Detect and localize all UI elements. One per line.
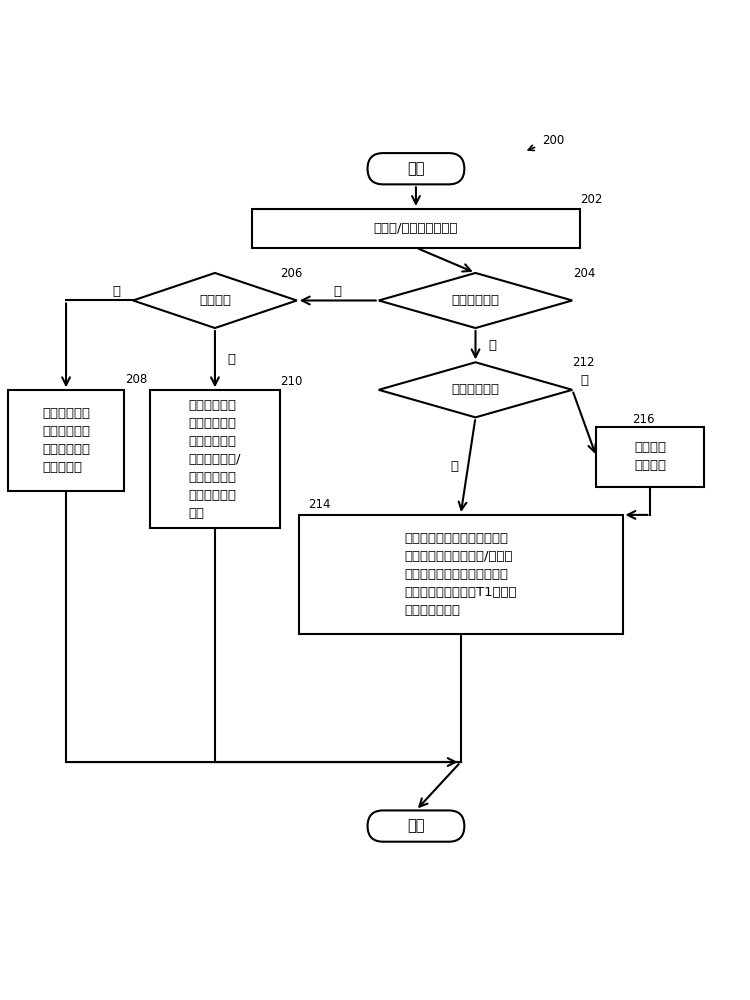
Text: 对当前的工况来说，调整通流
限制器至机油的通流和/或压力
的期望范围（例如，如果涡轮
增压器转速高于阈值T1，则打
开通流限制器）: 对当前的工况来说，调整通流 限制器至机油的通流和/或压力 的期望范围（例如，如果… <box>404 532 517 617</box>
Text: 是: 是 <box>580 374 589 387</box>
Text: 206: 206 <box>280 267 303 280</box>
Text: 是: 是 <box>227 353 236 366</box>
Text: 否: 否 <box>488 339 496 352</box>
Text: 开始: 开始 <box>407 161 424 176</box>
Text: 否: 否 <box>112 285 121 298</box>
Text: 202: 202 <box>580 193 602 206</box>
Polygon shape <box>133 273 297 328</box>
Bar <box>298 515 622 634</box>
Polygon shape <box>379 273 572 328</box>
Bar <box>8 390 124 491</box>
Text: 预定位通
流限制器: 预定位通 流限制器 <box>634 441 667 472</box>
Text: 发动机启动？: 发动机启动？ <box>452 294 500 307</box>
Text: 216: 216 <box>632 413 654 426</box>
Bar <box>150 390 280 528</box>
Bar <box>596 427 704 487</box>
Text: 否: 否 <box>451 460 459 473</box>
Text: 210: 210 <box>280 375 302 388</box>
Text: 204: 204 <box>573 267 596 280</box>
Text: 212: 212 <box>572 356 595 369</box>
Text: 214: 214 <box>308 498 331 511</box>
Text: 冷启动？: 冷启动？ <box>199 294 231 307</box>
Text: 208: 208 <box>125 373 148 386</box>
FancyBboxPatch shape <box>368 153 464 184</box>
Text: 结束: 结束 <box>407 819 424 834</box>
Text: 是: 是 <box>334 285 342 298</box>
Text: 估计和/或测量车辆工况: 估计和/或测量车辆工况 <box>374 222 458 235</box>
Text: 发动机关闭？: 发动机关闭？ <box>452 383 500 396</box>
Bar <box>252 209 580 248</box>
Text: 在短时间间隔
内完全打开通
流限制器，然
后减少打开和/
或关闭（例如
可用的全部压
力）: 在短时间间隔 内完全打开通 流限制器，然 后减少打开和/ 或关闭（例如 可用的全… <box>189 399 242 520</box>
Text: 部分地打开通
流限制器（或
关闭）（例如
最小压力）: 部分地打开通 流限制器（或 关闭）（例如 最小压力） <box>42 407 90 474</box>
Text: 200: 200 <box>542 134 565 147</box>
FancyBboxPatch shape <box>368 810 464 842</box>
Polygon shape <box>379 362 572 417</box>
